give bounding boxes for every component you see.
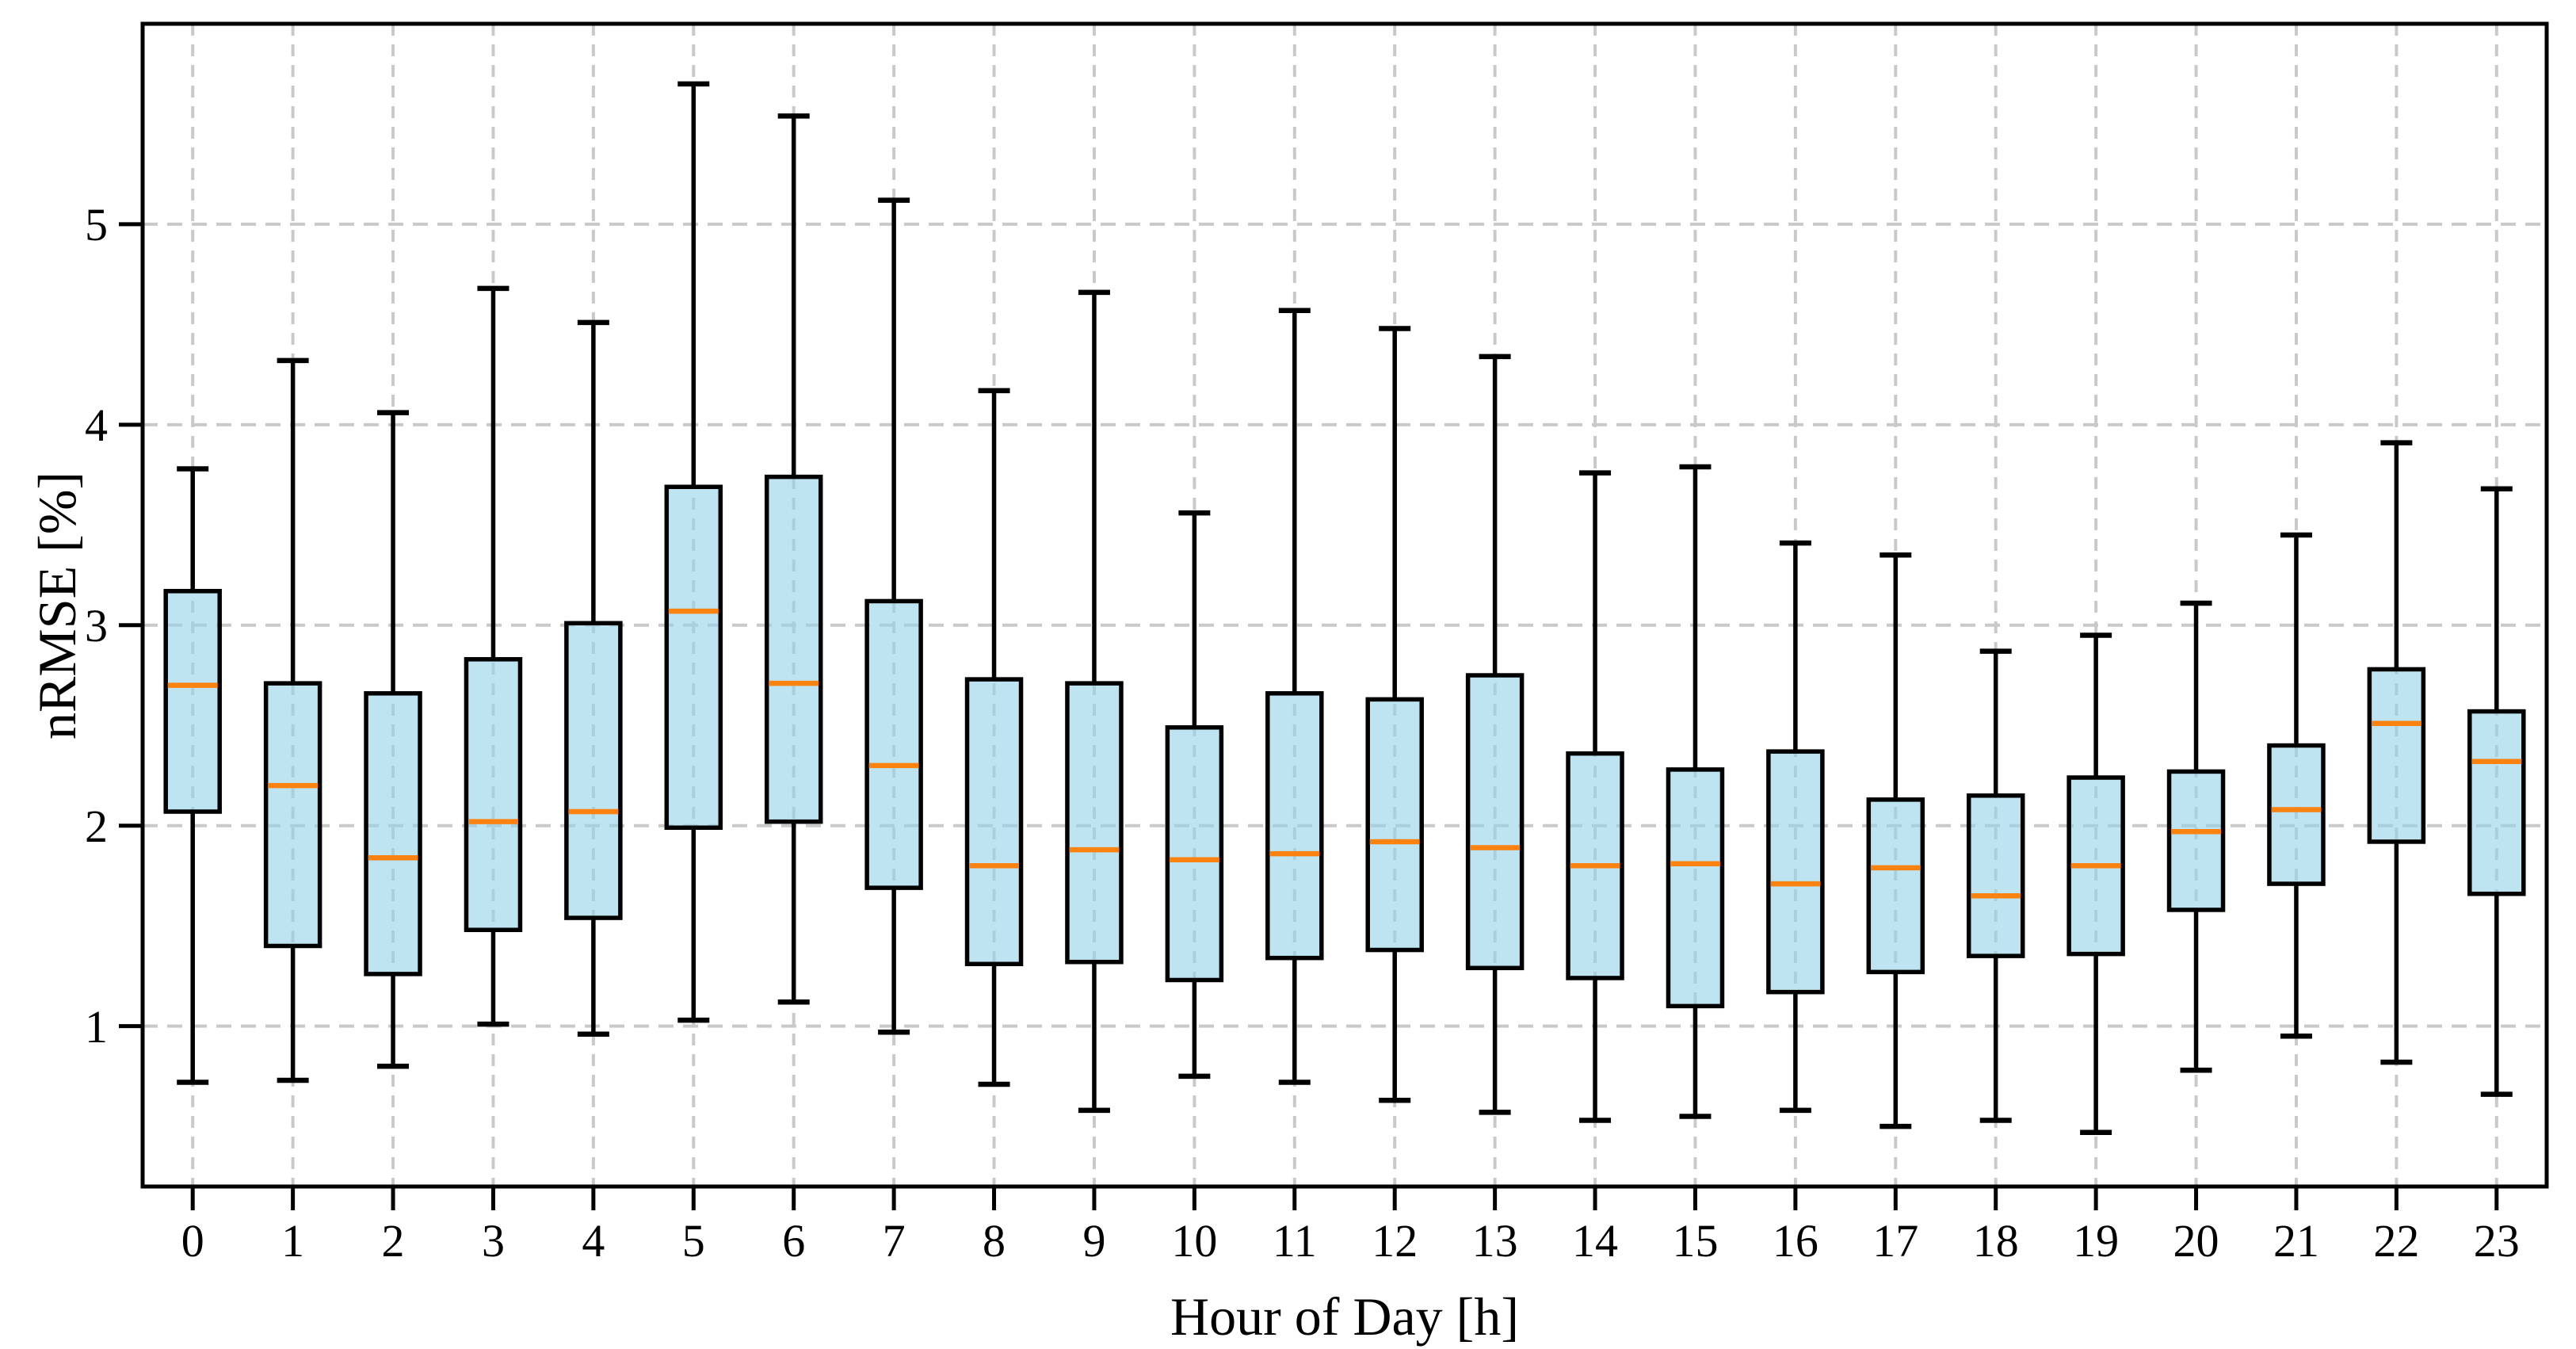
x-tick-label: 19 (2073, 1215, 2119, 1267)
x-tick-label: 7 (883, 1215, 906, 1267)
x-tick-label: 4 (582, 1215, 605, 1267)
boxplots (163, 81, 2526, 1135)
boxplot-hour-18 (1966, 648, 2025, 1123)
x-tick-label: 8 (983, 1215, 1006, 1267)
x-tick-label: 0 (181, 1215, 204, 1267)
x-tick-label: 10 (1171, 1215, 1217, 1267)
x-tick-label: 15 (1672, 1215, 1718, 1267)
boxplot-hour-6 (764, 113, 823, 1005)
iqr-box (464, 657, 523, 932)
x-tick-label: 5 (682, 1215, 705, 1267)
x-tick-label: 6 (782, 1215, 805, 1267)
iqr-box (1465, 673, 1525, 971)
iqr-box (2166, 769, 2226, 912)
iqr-box (664, 484, 723, 831)
boxplot-hour-17 (1866, 552, 1925, 1129)
iqr-box (1065, 681, 1124, 965)
boxplot-hour-2 (364, 410, 422, 1069)
iqr-box (1265, 691, 1324, 961)
boxplot-hour-3 (464, 285, 523, 1027)
x-tick-label: 1 (281, 1215, 304, 1267)
y-tick-label: 2 (85, 801, 108, 852)
iqr-box (964, 677, 1024, 966)
x-tick-label: 18 (1973, 1215, 2019, 1267)
boxplot-hour-4 (564, 319, 623, 1038)
iqr-box (1966, 793, 2025, 958)
iqr-box (1866, 797, 1925, 975)
plot-frame (140, 21, 2549, 1189)
x-tick-label: 13 (1472, 1215, 1518, 1267)
iqr-box (1666, 767, 1725, 1009)
iqr-box (163, 589, 222, 814)
y-axis-label: nRMSE [%] (27, 472, 87, 739)
y-tick-label: 1 (85, 1001, 108, 1053)
boxplot-hour-12 (1365, 326, 1424, 1103)
x-tick-label: 11 (1273, 1215, 1317, 1267)
boxplot-hour-13 (1465, 353, 1525, 1115)
x-tick-label: 12 (1372, 1215, 1418, 1267)
iqr-box (1165, 725, 1224, 983)
x-tick-label: 22 (2373, 1215, 2419, 1267)
boxplot-hour-20 (2166, 600, 2226, 1073)
x-tick-label: 16 (1773, 1215, 1818, 1267)
x-tick-label: 20 (2173, 1215, 2219, 1267)
boxplot-hour-14 (1566, 470, 1624, 1123)
iqr-box (1766, 749, 1825, 995)
iqr-box (1365, 697, 1424, 953)
x-tick-label: 23 (2474, 1215, 2520, 1267)
iqr-box (263, 681, 322, 949)
iqr-box (764, 474, 823, 824)
x-tick-label: 17 (1872, 1215, 1918, 1267)
iqr-box (2267, 743, 2326, 886)
boxplot-hour-9 (1065, 289, 1124, 1114)
x-tick-label: 3 (482, 1215, 505, 1267)
x-tick-label: 21 (2273, 1215, 2319, 1267)
iqr-box (364, 691, 422, 976)
x-tick-label: 2 (382, 1215, 405, 1267)
iqr-box (2367, 667, 2426, 844)
boxplot-hour-5 (664, 81, 723, 1023)
boxplot-hour-10 (1165, 510, 1224, 1080)
boxplot-hour-8 (964, 388, 1024, 1087)
boxplot-hour-0 (163, 466, 222, 1085)
x-tick-label: 14 (1572, 1215, 1618, 1267)
x-axis-label: Hour of Day [h] (1170, 1286, 1519, 1347)
iqr-box (564, 621, 623, 920)
iqr-box (864, 598, 923, 890)
y-tick-label: 4 (85, 399, 108, 451)
boxplot-hour-19 (2067, 632, 2125, 1135)
y-tick-label: 5 (85, 199, 108, 250)
boxplot-hour-15 (1666, 464, 1725, 1119)
iqr-box (2467, 709, 2526, 896)
boxplot-hour-16 (1766, 540, 1825, 1114)
boxplot-hour-7 (864, 197, 923, 1035)
boxplot-hour-1 (263, 357, 322, 1083)
x-tick-label: 9 (1082, 1215, 1105, 1267)
boxplot-hour-22 (2367, 440, 2426, 1065)
boxplot-hour-23 (2467, 486, 2526, 1097)
boxplot-hour-11 (1265, 308, 1324, 1085)
y-tick-label: 3 (85, 600, 108, 652)
boxplot-hour-21 (2267, 532, 2326, 1039)
